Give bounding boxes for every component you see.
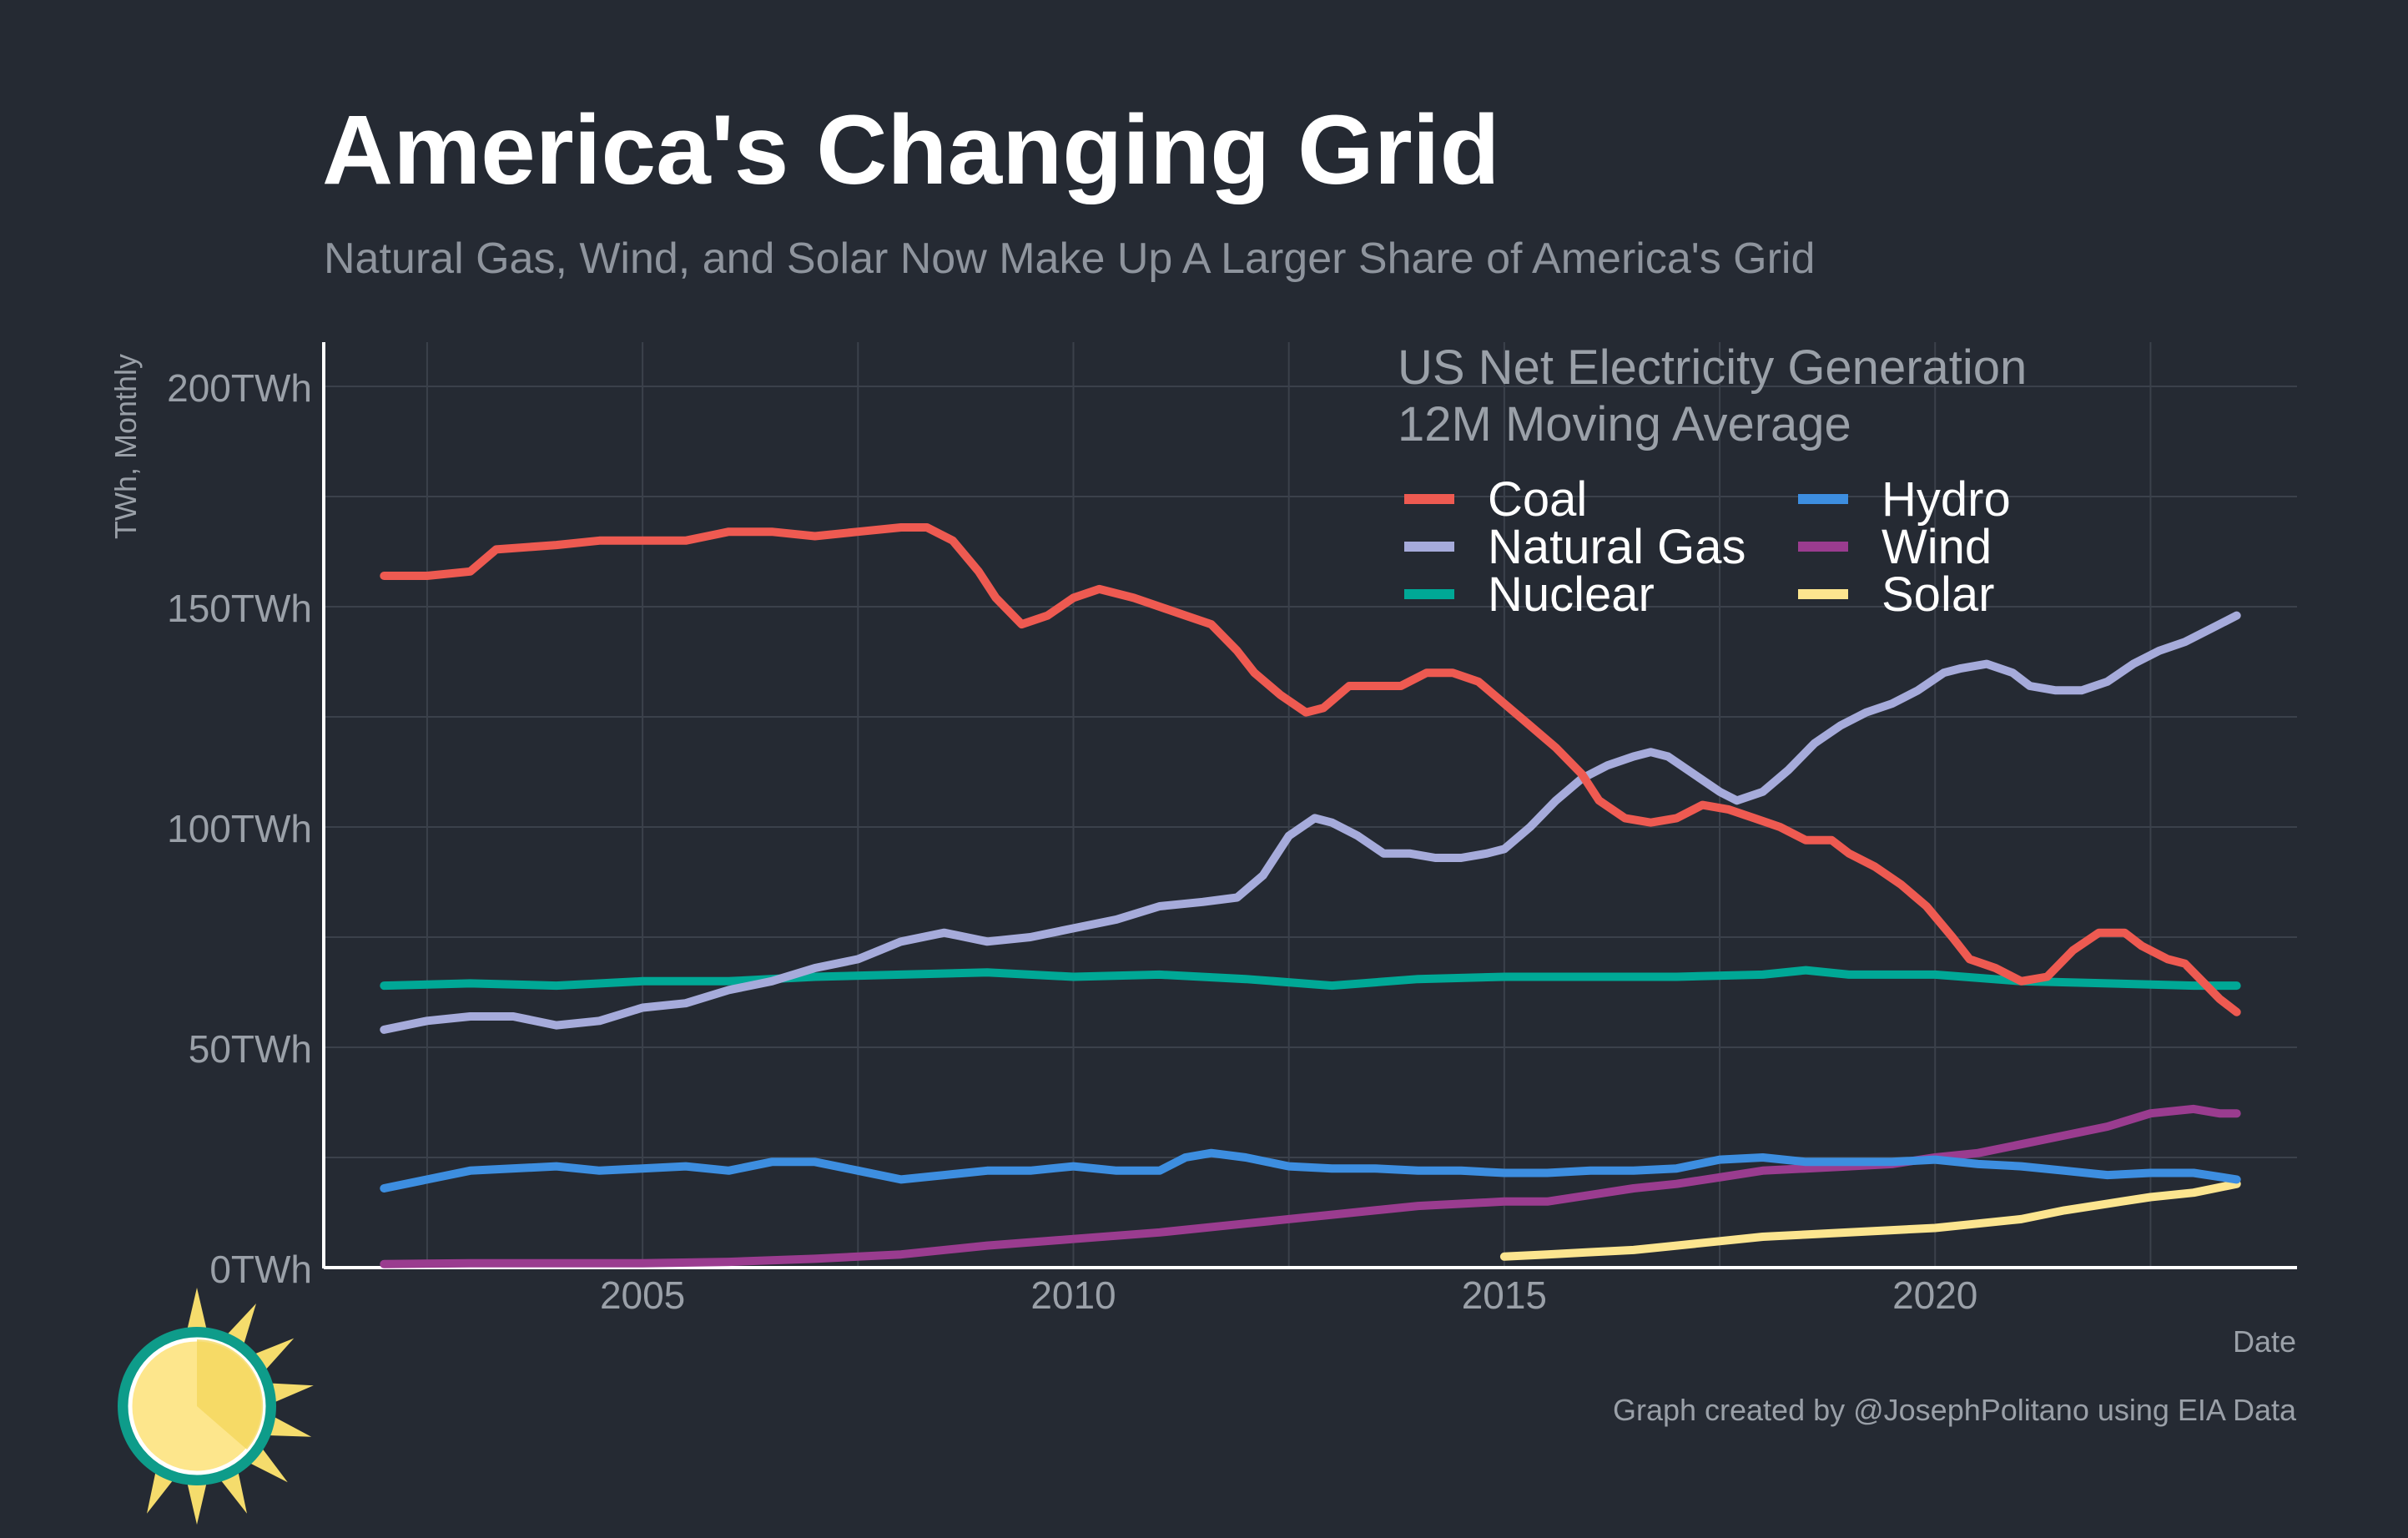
y-tick-label: 0TWh [209,1248,312,1291]
y-axis-ticks: 0TWh 50TWh 100TWh 150TWh 200TWh [167,366,312,1291]
legend-label-natural-gas: Natural Gas [1488,520,1746,574]
y-tick-label: 100TWh [167,807,312,850]
y-tick-label: 50TWh [189,1027,312,1071]
y-tick-label: 200TWh [167,366,312,410]
sun-shade-icon [197,1339,264,1450]
sun-ray-icon [185,1288,209,1337]
x-axis-title: Date [2233,1324,2296,1359]
legend-label-wind: Wind [1882,520,1992,574]
chart-title: America's Changing Grid [322,95,1500,205]
x-tick-label: 2015 [1462,1273,1547,1317]
series-line-natural-gas [380,611,2241,1034]
chart-subtitle: Natural Gas, Wind, and Solar Now Make Up… [324,234,1815,283]
x-tick-label: 2005 [600,1273,685,1317]
legend-label-hydro: Hydro [1882,472,2011,527]
y-axis-title: TWh, Monthly [108,354,143,539]
sun-logo-icon [118,1288,314,1525]
series-lines [380,523,2241,1268]
sun-ray-icon [264,1383,314,1405]
x-axis-ticks: 2005 2010 2015 2020 [600,1273,1977,1317]
y-tick-label: 150TWh [167,587,312,630]
series-line-nuclear [380,966,2241,991]
series-line-wind [380,1104,2241,1268]
legend: US Net Electricity Generation 12M Moving… [1398,340,2027,622]
legend-label-coal: Coal [1488,472,1587,527]
legend-label-nuclear: Nuclear [1488,567,1655,622]
x-tick-label: 2020 [1892,1273,1977,1317]
chart-caption: Graph created by @JosephPolitano using E… [1613,1393,2297,1427]
x-tick-label: 2010 [1030,1273,1116,1317]
grid-lines [324,342,2297,1268]
series-line-solar [1499,1179,2241,1261]
legend-title-line2: 12M Moving Average [1398,397,1851,451]
legend-title-line1: US Net Electricity Generation [1398,340,2027,395]
legend-label-solar: Solar [1882,567,1994,622]
sun-ray-icon [185,1475,209,1525]
series-line-hydro [380,1148,2241,1193]
series-line-coal [380,523,2241,1016]
